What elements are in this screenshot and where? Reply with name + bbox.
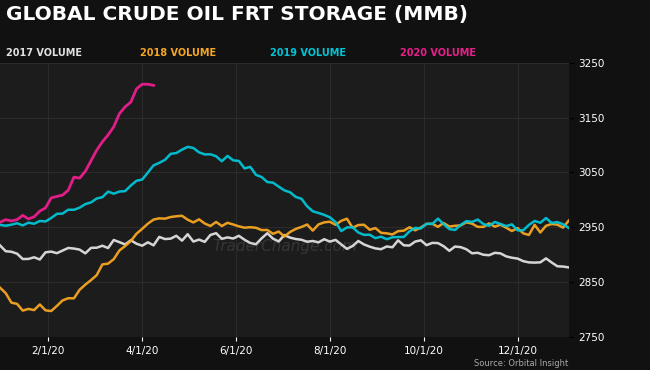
Text: 2019 VOLUME: 2019 VOLUME — [270, 48, 346, 58]
Text: 2020 VOLUME: 2020 VOLUME — [400, 48, 476, 58]
Text: TraderChange.com: TraderChange.com — [212, 239, 357, 254]
Text: 2017 VOLUME: 2017 VOLUME — [6, 48, 83, 58]
Text: GLOBAL CRUDE OIL FRT STORAGE (MMB): GLOBAL CRUDE OIL FRT STORAGE (MMB) — [6, 5, 469, 24]
Text: Source: Orbital Insight: Source: Orbital Insight — [474, 359, 569, 368]
Text: 2018 VOLUME: 2018 VOLUME — [140, 48, 216, 58]
